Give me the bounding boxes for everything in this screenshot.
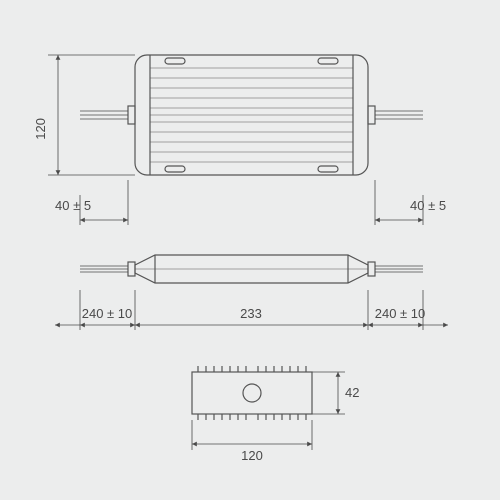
- dim-cable-right-top: 40 ± 5: [375, 180, 446, 225]
- dim-end-width-120: 120: [192, 420, 312, 463]
- top-view: [80, 55, 423, 175]
- svg-text:240 ± 10: 240 ± 10: [375, 306, 426, 321]
- svg-text:120: 120: [241, 448, 263, 463]
- dim-cable-left-top: 40 ± 5: [55, 180, 128, 225]
- svg-text:42: 42: [345, 385, 359, 400]
- side-view: [80, 255, 423, 283]
- svg-text:240 ± 10: 240 ± 10: [82, 306, 133, 321]
- dim-side-row: 240 ± 10 233 240 ± 10: [55, 290, 448, 330]
- end-view: [192, 366, 312, 420]
- technical-drawing: 120 40 ± 5 40 ± 5: [0, 0, 500, 500]
- svg-text:40 ± 5: 40 ± 5: [410, 198, 446, 213]
- dim-end-height-42: 42: [312, 372, 359, 414]
- svg-text:233: 233: [240, 306, 262, 321]
- svg-text:40 ± 5: 40 ± 5: [55, 198, 91, 213]
- svg-text:120: 120: [33, 118, 48, 140]
